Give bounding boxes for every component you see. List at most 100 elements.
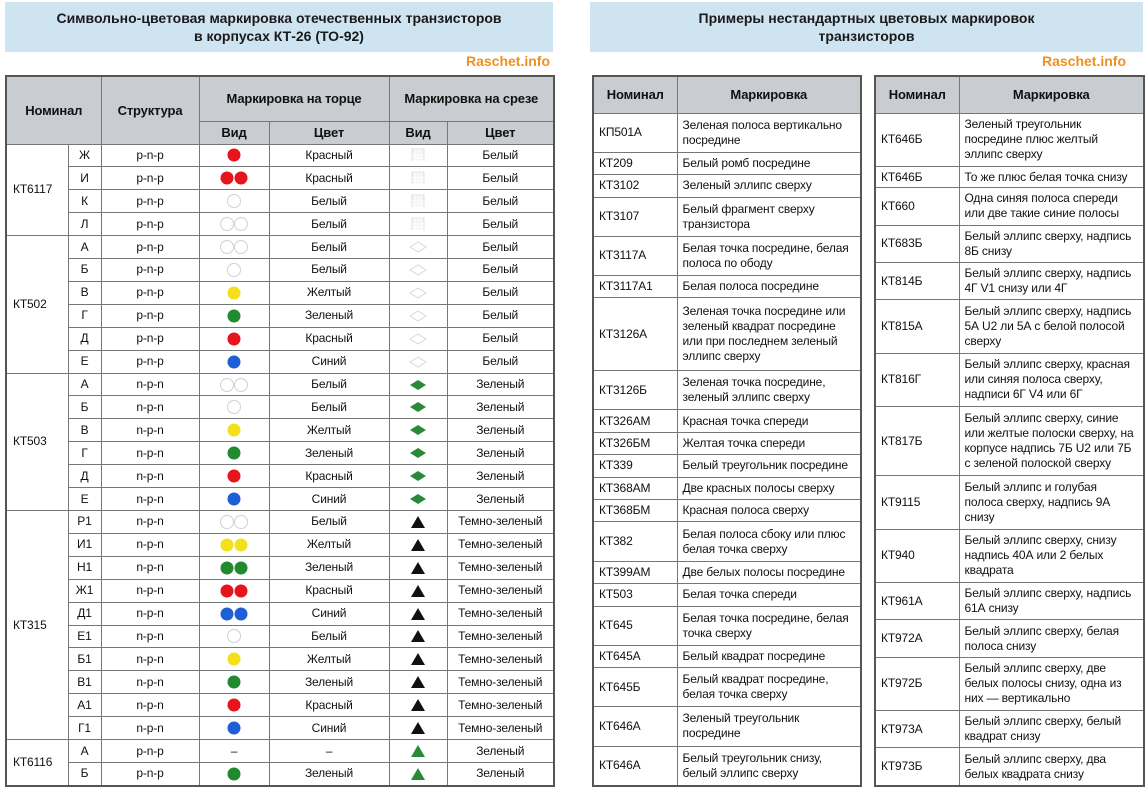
dot-icon (220, 584, 248, 598)
row: И1 n-p-n Желтый Темно-зеленый (6, 532, 555, 557)
end-view (198, 441, 270, 466)
dot-icon (227, 446, 241, 460)
dot (234, 514, 248, 529)
dot (227, 652, 241, 666)
end-view (198, 624, 270, 649)
row: Г1 n-p-n Синий Темно-зеленый (6, 716, 555, 741)
nominal: КТ972А (874, 619, 960, 658)
end-color: Зеленый (268, 761, 390, 787)
marking: Белый эллипс сверху, надпись 8Б снизу (958, 224, 1145, 263)
header: Маркировка (676, 75, 862, 114)
code: К (67, 189, 102, 214)
dot-icon (227, 675, 241, 689)
nominal: КТ645Б (592, 667, 678, 708)
dot (220, 217, 234, 232)
cut-icon (411, 538, 425, 551)
dot-icon (227, 148, 241, 162)
header: Номинал (5, 75, 102, 145)
watermark: Raschet.info (465, 53, 550, 69)
marking: Белая точка посредине, белая точка сверх… (676, 605, 862, 646)
end-color: – (268, 739, 390, 763)
cut-color: Зеленый (446, 464, 555, 489)
nominal: КТ645 (592, 605, 678, 646)
dot (227, 492, 241, 506)
end-view (198, 532, 270, 557)
cut-view (388, 418, 448, 443)
marking: Белый эллипс сверху, надпись 4Г V1 снизу… (958, 261, 1145, 301)
dot (227, 698, 241, 712)
cut-icon (410, 448, 426, 459)
dot (234, 538, 248, 552)
cut-icon (411, 676, 425, 689)
diamond (410, 402, 426, 413)
cut-view (388, 510, 448, 534)
dot-icon (220, 561, 248, 575)
dot-icon (220, 538, 248, 552)
structure: n-p-n (100, 510, 200, 534)
end-color: Белый (268, 189, 390, 214)
row: КТ972А Белый эллипс сверху, белая полоса … (874, 619, 1145, 658)
dot (234, 377, 248, 392)
marking: Зеленая точка посредине или зеленый квад… (676, 297, 862, 372)
row: А1 n-p-n Красный Темно-зеленый (6, 693, 555, 718)
cut-color: Темно-зеленый (446, 510, 555, 534)
structure: p-n-p (100, 258, 200, 282)
dot-icon (220, 377, 248, 392)
nominal: КТ209 (592, 151, 678, 176)
marking: Белая полоса сбоку или плюс белая точка … (676, 521, 862, 562)
dot (220, 584, 234, 598)
code: Д1 (67, 601, 102, 626)
cut-color: Зеленый (446, 761, 555, 787)
dot (227, 721, 241, 735)
structure: p-n-p (100, 349, 200, 374)
thead: Номинал Маркировка (874, 75, 1145, 114)
code: И (67, 166, 102, 191)
left-title: Символьно-цветовая маркировка отечествен… (5, 2, 553, 52)
end-view (198, 280, 270, 305)
cut-icon (411, 630, 425, 643)
end-color: Красный (268, 578, 390, 603)
cut-view (388, 739, 448, 763)
structure: p-n-p (100, 212, 200, 237)
cut-view (388, 670, 448, 695)
dot (234, 217, 248, 232)
row: КТ645Б Белый квадрат посредине, белая точ… (592, 667, 862, 708)
end-color: Красный (268, 464, 390, 489)
end-view (198, 716, 270, 741)
cut-icon (411, 699, 425, 712)
nominal: КТ973А (874, 710, 960, 749)
nominal: КТ339 (592, 454, 678, 478)
cut-view (388, 395, 448, 420)
header: Номинал (592, 75, 678, 114)
end-view (198, 510, 270, 534)
row: Д1 n-p-n Синий Темно-зеленый (6, 601, 555, 626)
dot (227, 262, 241, 277)
nominal: КТ9115 (874, 475, 960, 530)
cut-view (388, 601, 448, 626)
marking: Белый эллипс сверху, две белых полосы сн… (958, 656, 1145, 712)
cut-icon (409, 356, 427, 368)
dot-icon (220, 171, 248, 185)
nominal: КТ973Б (874, 747, 960, 787)
code: А (67, 372, 102, 397)
triangle (411, 722, 425, 735)
dot-icon (227, 469, 241, 483)
cut-icon (411, 584, 425, 597)
cut-view (388, 487, 448, 511)
dot-icon (227, 332, 241, 346)
nominal: КТ3117А (592, 235, 678, 276)
header: Маркировка на торце (198, 75, 390, 122)
nominal: КТ503 (592, 583, 678, 607)
marking: Белый ромб посредине (676, 151, 862, 176)
structure: n-p-n (100, 624, 200, 649)
cut-color: Темно-зеленый (446, 601, 555, 626)
cut-icon (411, 767, 425, 780)
end-view (198, 303, 270, 328)
nominal: КТ817Б (874, 405, 960, 477)
code: Г1 (67, 716, 102, 741)
structure: n-p-n (100, 578, 200, 603)
